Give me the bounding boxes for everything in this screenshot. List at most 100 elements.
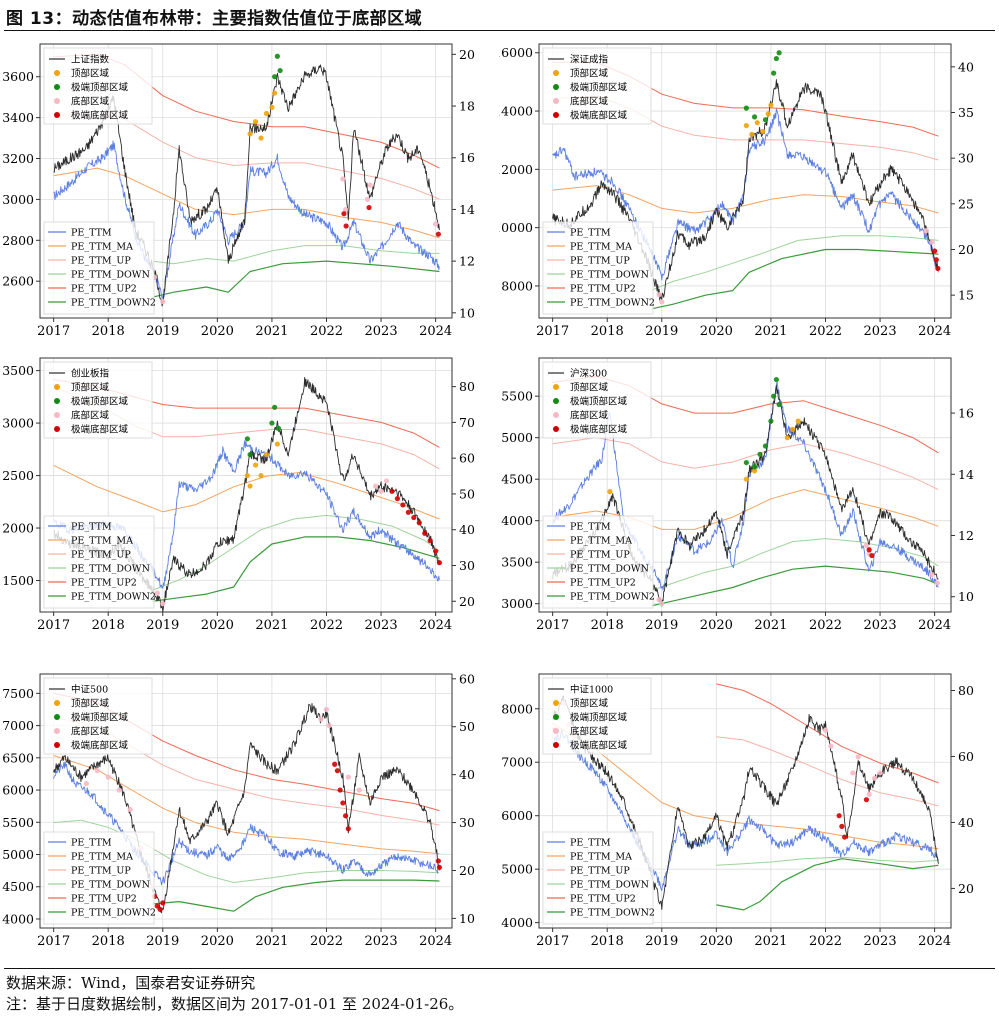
lower-legend-label: PE_TTM_DOWN bbox=[570, 564, 649, 575]
y-left-tick-label: 4000 bbox=[2, 911, 34, 926]
extreme-top-zone-point bbox=[751, 114, 758, 120]
extreme-bottom-zone-point bbox=[436, 864, 443, 871]
x-tick-label: 2021 bbox=[255, 324, 288, 339]
pe-ttm-down2-line bbox=[151, 879, 440, 912]
lower-legend-box bbox=[542, 221, 654, 315]
lower-legend: PE_TTM PE_TTM_MA PE_TTM_UP PE_TTM_DOWN PE_TT… bbox=[542, 221, 655, 315]
index-line bbox=[53, 703, 440, 914]
x-tick-label: 2023 bbox=[864, 324, 897, 339]
y-left-tick-label: 7000 bbox=[2, 718, 34, 733]
lower-legend-label: PE_TTM_DOWN bbox=[570, 270, 649, 281]
upper-legend-label: 底部区域 bbox=[570, 726, 609, 738]
y-left-tick-label: 12000 bbox=[499, 162, 533, 177]
plot-frame bbox=[538, 673, 952, 929]
lower-legend-label: PE_TTM bbox=[71, 838, 112, 849]
upper-legend-label: 上证指数 bbox=[71, 54, 110, 66]
legend-zone-swatch bbox=[553, 412, 559, 418]
extreme-top-zone-point bbox=[773, 55, 779, 62]
x-tick-label: 2021 bbox=[754, 934, 787, 949]
x-tick-label: 2023 bbox=[365, 934, 398, 949]
y-right-tick-label: 10 bbox=[958, 589, 974, 604]
extreme-top-zone-point bbox=[771, 393, 777, 399]
bottom-zone-point bbox=[923, 227, 930, 234]
x-tick-label: 2024 bbox=[419, 934, 452, 949]
lower-legend-box bbox=[542, 515, 654, 609]
upper-legend-label: 创业板指 bbox=[71, 368, 110, 380]
top-zone-point bbox=[263, 110, 270, 117]
lower-legend-label: PE_TTM_UP bbox=[71, 256, 131, 267]
x-tick-label: 2023 bbox=[864, 618, 897, 633]
upper-legend-label: 极端底部区域 bbox=[71, 740, 129, 752]
upper-legend-label: 极端顶部区域 bbox=[71, 712, 129, 724]
top-zone-point bbox=[749, 131, 755, 137]
top-zone-point bbox=[258, 472, 264, 479]
extreme-bottom-zone-point bbox=[863, 797, 870, 803]
top-zone-point bbox=[247, 483, 253, 489]
legend-zone-swatch bbox=[54, 98, 60, 104]
legend-zone-swatch bbox=[553, 742, 559, 748]
chart-csi300: 2017 2018 2019 2020 2021 2022 2023 2024 3000 3500… bbox=[501, 357, 974, 633]
y-right-tick-label: 20 bbox=[958, 242, 974, 257]
x-tick-label: 2019 bbox=[146, 324, 179, 339]
y-left-tick-label: 16000 bbox=[499, 45, 533, 60]
upper-legend-label: 极端底部区域 bbox=[570, 424, 628, 436]
extreme-bottom-zone-point bbox=[436, 560, 443, 566]
index-line bbox=[552, 695, 939, 910]
legend-zone-swatch bbox=[553, 384, 559, 390]
lower-legend-label: PE_TTM bbox=[570, 228, 611, 239]
legend-zone-swatch bbox=[54, 84, 60, 90]
y-right-tick-label: 20 bbox=[958, 881, 974, 896]
pe-ttm-down-line bbox=[151, 245, 440, 265]
top-zone-point bbox=[765, 111, 771, 117]
y-left-tick-label: 5000 bbox=[501, 430, 533, 445]
index-line bbox=[552, 79, 939, 301]
pe-ttm-line bbox=[552, 729, 939, 892]
y-left-tick-label: 1500 bbox=[2, 573, 34, 588]
upper-legend-box bbox=[43, 677, 153, 755]
legend-zone-swatch bbox=[553, 98, 559, 104]
top-zone-point bbox=[252, 119, 259, 125]
extreme-top-zone-point bbox=[757, 451, 763, 457]
top-zone-point bbox=[760, 128, 766, 135]
y-right-tick-label: 20 bbox=[459, 47, 475, 62]
extreme-bottom-zone-point bbox=[435, 858, 441, 864]
y-right-tick-label: 18 bbox=[459, 99, 475, 114]
x-tick-label: 2024 bbox=[918, 324, 951, 339]
x-tick-label: 2020 bbox=[201, 618, 234, 633]
x-tick-label: 2022 bbox=[310, 934, 343, 949]
grid bbox=[40, 674, 452, 928]
y-right-tick-label: 40 bbox=[958, 59, 974, 74]
upper-legend-box bbox=[542, 361, 652, 439]
lower-legend: PE_TTM PE_TTM_MA PE_TTM_UP PE_TTM_DOWN PE_TT… bbox=[43, 221, 156, 315]
upper-legend-label: 顶部区域 bbox=[570, 382, 609, 394]
extreme-top-zone-point bbox=[275, 425, 282, 431]
x-tick-label: 2017 bbox=[536, 618, 569, 633]
lower-legend-label: PE_TTM_MA bbox=[570, 852, 632, 863]
bottom-zone-point bbox=[323, 706, 330, 713]
extreme-bottom-zone-point bbox=[411, 514, 417, 521]
lower-legend-label: PE_TTM_DOWN bbox=[71, 270, 150, 281]
bottom-zone-point bbox=[342, 207, 349, 213]
x-tick-label: 2019 bbox=[645, 324, 678, 339]
x-tick-label: 2018 bbox=[92, 618, 125, 633]
bottom-zone-point bbox=[656, 292, 662, 298]
bottom-zone-point bbox=[877, 770, 883, 776]
top-zone-point bbox=[743, 123, 749, 129]
legend-zone-swatch bbox=[54, 398, 60, 404]
x-tick-label: 2017 bbox=[37, 324, 70, 339]
grid bbox=[40, 44, 452, 318]
y-right-tick-label: 30 bbox=[459, 815, 475, 830]
x-tick-label: 2020 bbox=[700, 324, 733, 339]
lower-legend-label: PE_TTM_UP2 bbox=[570, 284, 636, 295]
x-tick-label: 2021 bbox=[255, 934, 288, 949]
x-tick-label: 2017 bbox=[37, 618, 70, 633]
upper-legend-label: 顶部区域 bbox=[71, 698, 110, 710]
pe-ttm-ma-line bbox=[53, 464, 440, 520]
bottom-zone-point bbox=[929, 239, 935, 245]
bottom-zone-point bbox=[364, 196, 371, 203]
extreme-top-zone-point bbox=[762, 117, 769, 123]
x-tick-label: 2022 bbox=[809, 934, 842, 949]
y-left-tick-label: 3000 bbox=[2, 416, 34, 431]
x-tick-label: 2022 bbox=[809, 618, 842, 633]
